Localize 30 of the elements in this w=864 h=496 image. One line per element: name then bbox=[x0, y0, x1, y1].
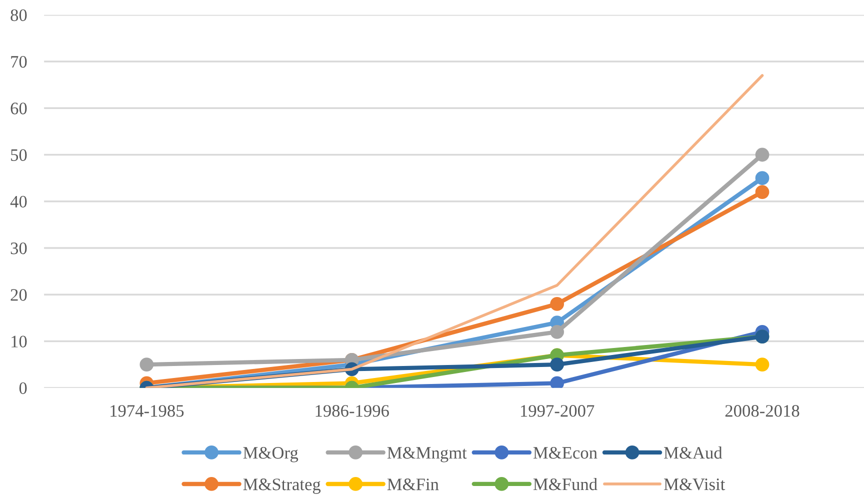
legend-label: M&Mngmt bbox=[387, 447, 467, 462]
x-tick-label: 2008-2018 bbox=[725, 405, 800, 417]
point bbox=[140, 358, 154, 372]
y-tick-label: 10 bbox=[12, 336, 27, 348]
x-tick-label: 1974-1985 bbox=[110, 405, 184, 417]
legend-label: M&Visit bbox=[664, 478, 726, 490]
y-tick-label: 40 bbox=[10, 196, 27, 208]
legend-label: M&Econ bbox=[533, 447, 598, 459]
point bbox=[755, 185, 770, 199]
point bbox=[755, 358, 770, 372]
point bbox=[550, 376, 564, 388]
point bbox=[755, 171, 770, 186]
y-tick-label: 20 bbox=[10, 289, 27, 301]
legend-label: M&Fin bbox=[387, 478, 439, 490]
y-tick-label: 30 bbox=[10, 242, 27, 254]
point bbox=[550, 297, 564, 311]
y-tick-label: 50 bbox=[11, 149, 27, 161]
legend-label: M&Fund bbox=[533, 478, 598, 490]
y-tick-label: 0 bbox=[19, 382, 27, 394]
legend-label: M&Aud bbox=[664, 446, 722, 459]
y-tick-label: 70 bbox=[11, 56, 27, 68]
point bbox=[550, 358, 564, 372]
point bbox=[550, 324, 564, 339]
y-tick-label: 80 bbox=[10, 9, 27, 22]
legend-label: M&Org bbox=[243, 447, 298, 462]
x-tick-label: 1997-2007 bbox=[520, 405, 594, 417]
y-tick-label: 60 bbox=[10, 102, 27, 114]
point bbox=[755, 148, 770, 162]
legend-label: M&Strateg bbox=[243, 478, 321, 494]
x-tick-label: 1986-1996 bbox=[316, 405, 389, 417]
